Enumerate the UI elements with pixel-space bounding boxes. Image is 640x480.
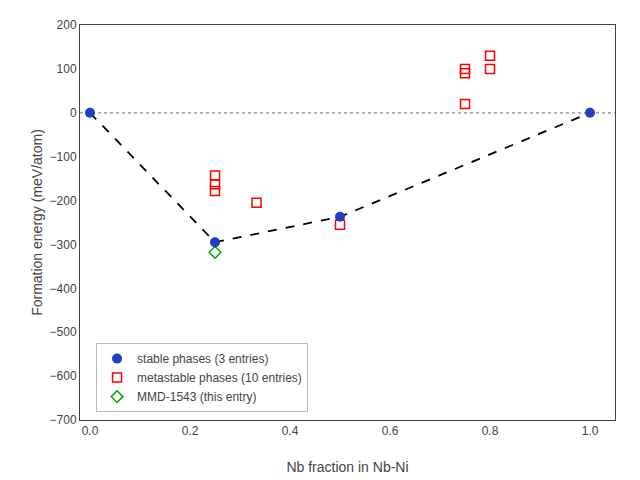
svg-text:−200: −200 bbox=[50, 194, 77, 208]
svg-text:Nb fraction in Nb-Ni: Nb fraction in Nb-Ni bbox=[286, 459, 408, 475]
svg-text:−600: −600 bbox=[50, 369, 77, 383]
svg-text:1.0: 1.0 bbox=[582, 424, 599, 438]
svg-text:−400: −400 bbox=[50, 282, 77, 296]
svg-text:Formation energy (meV/atom): Formation energy (meV/atom) bbox=[29, 129, 45, 316]
svg-text:0.2: 0.2 bbox=[182, 424, 199, 438]
svg-text:0.8: 0.8 bbox=[482, 424, 499, 438]
svg-text:−500: −500 bbox=[50, 325, 77, 339]
svg-text:0.6: 0.6 bbox=[382, 424, 399, 438]
svg-text:−700: −700 bbox=[50, 413, 77, 427]
svg-text:metastable phases (10 entries): metastable phases (10 entries) bbox=[137, 371, 302, 385]
svg-text:−100: −100 bbox=[50, 150, 77, 164]
svg-text:−300: −300 bbox=[50, 238, 77, 252]
svg-text:100: 100 bbox=[57, 62, 77, 76]
svg-text:200: 200 bbox=[57, 18, 77, 32]
svg-text:MMD-1543 (this entry): MMD-1543 (this entry) bbox=[137, 390, 256, 404]
svg-text:0: 0 bbox=[70, 106, 77, 120]
svg-text:stable phases (3 entries): stable phases (3 entries) bbox=[137, 352, 268, 366]
svg-text:0.0: 0.0 bbox=[82, 424, 99, 438]
svg-text:0.4: 0.4 bbox=[282, 424, 299, 438]
